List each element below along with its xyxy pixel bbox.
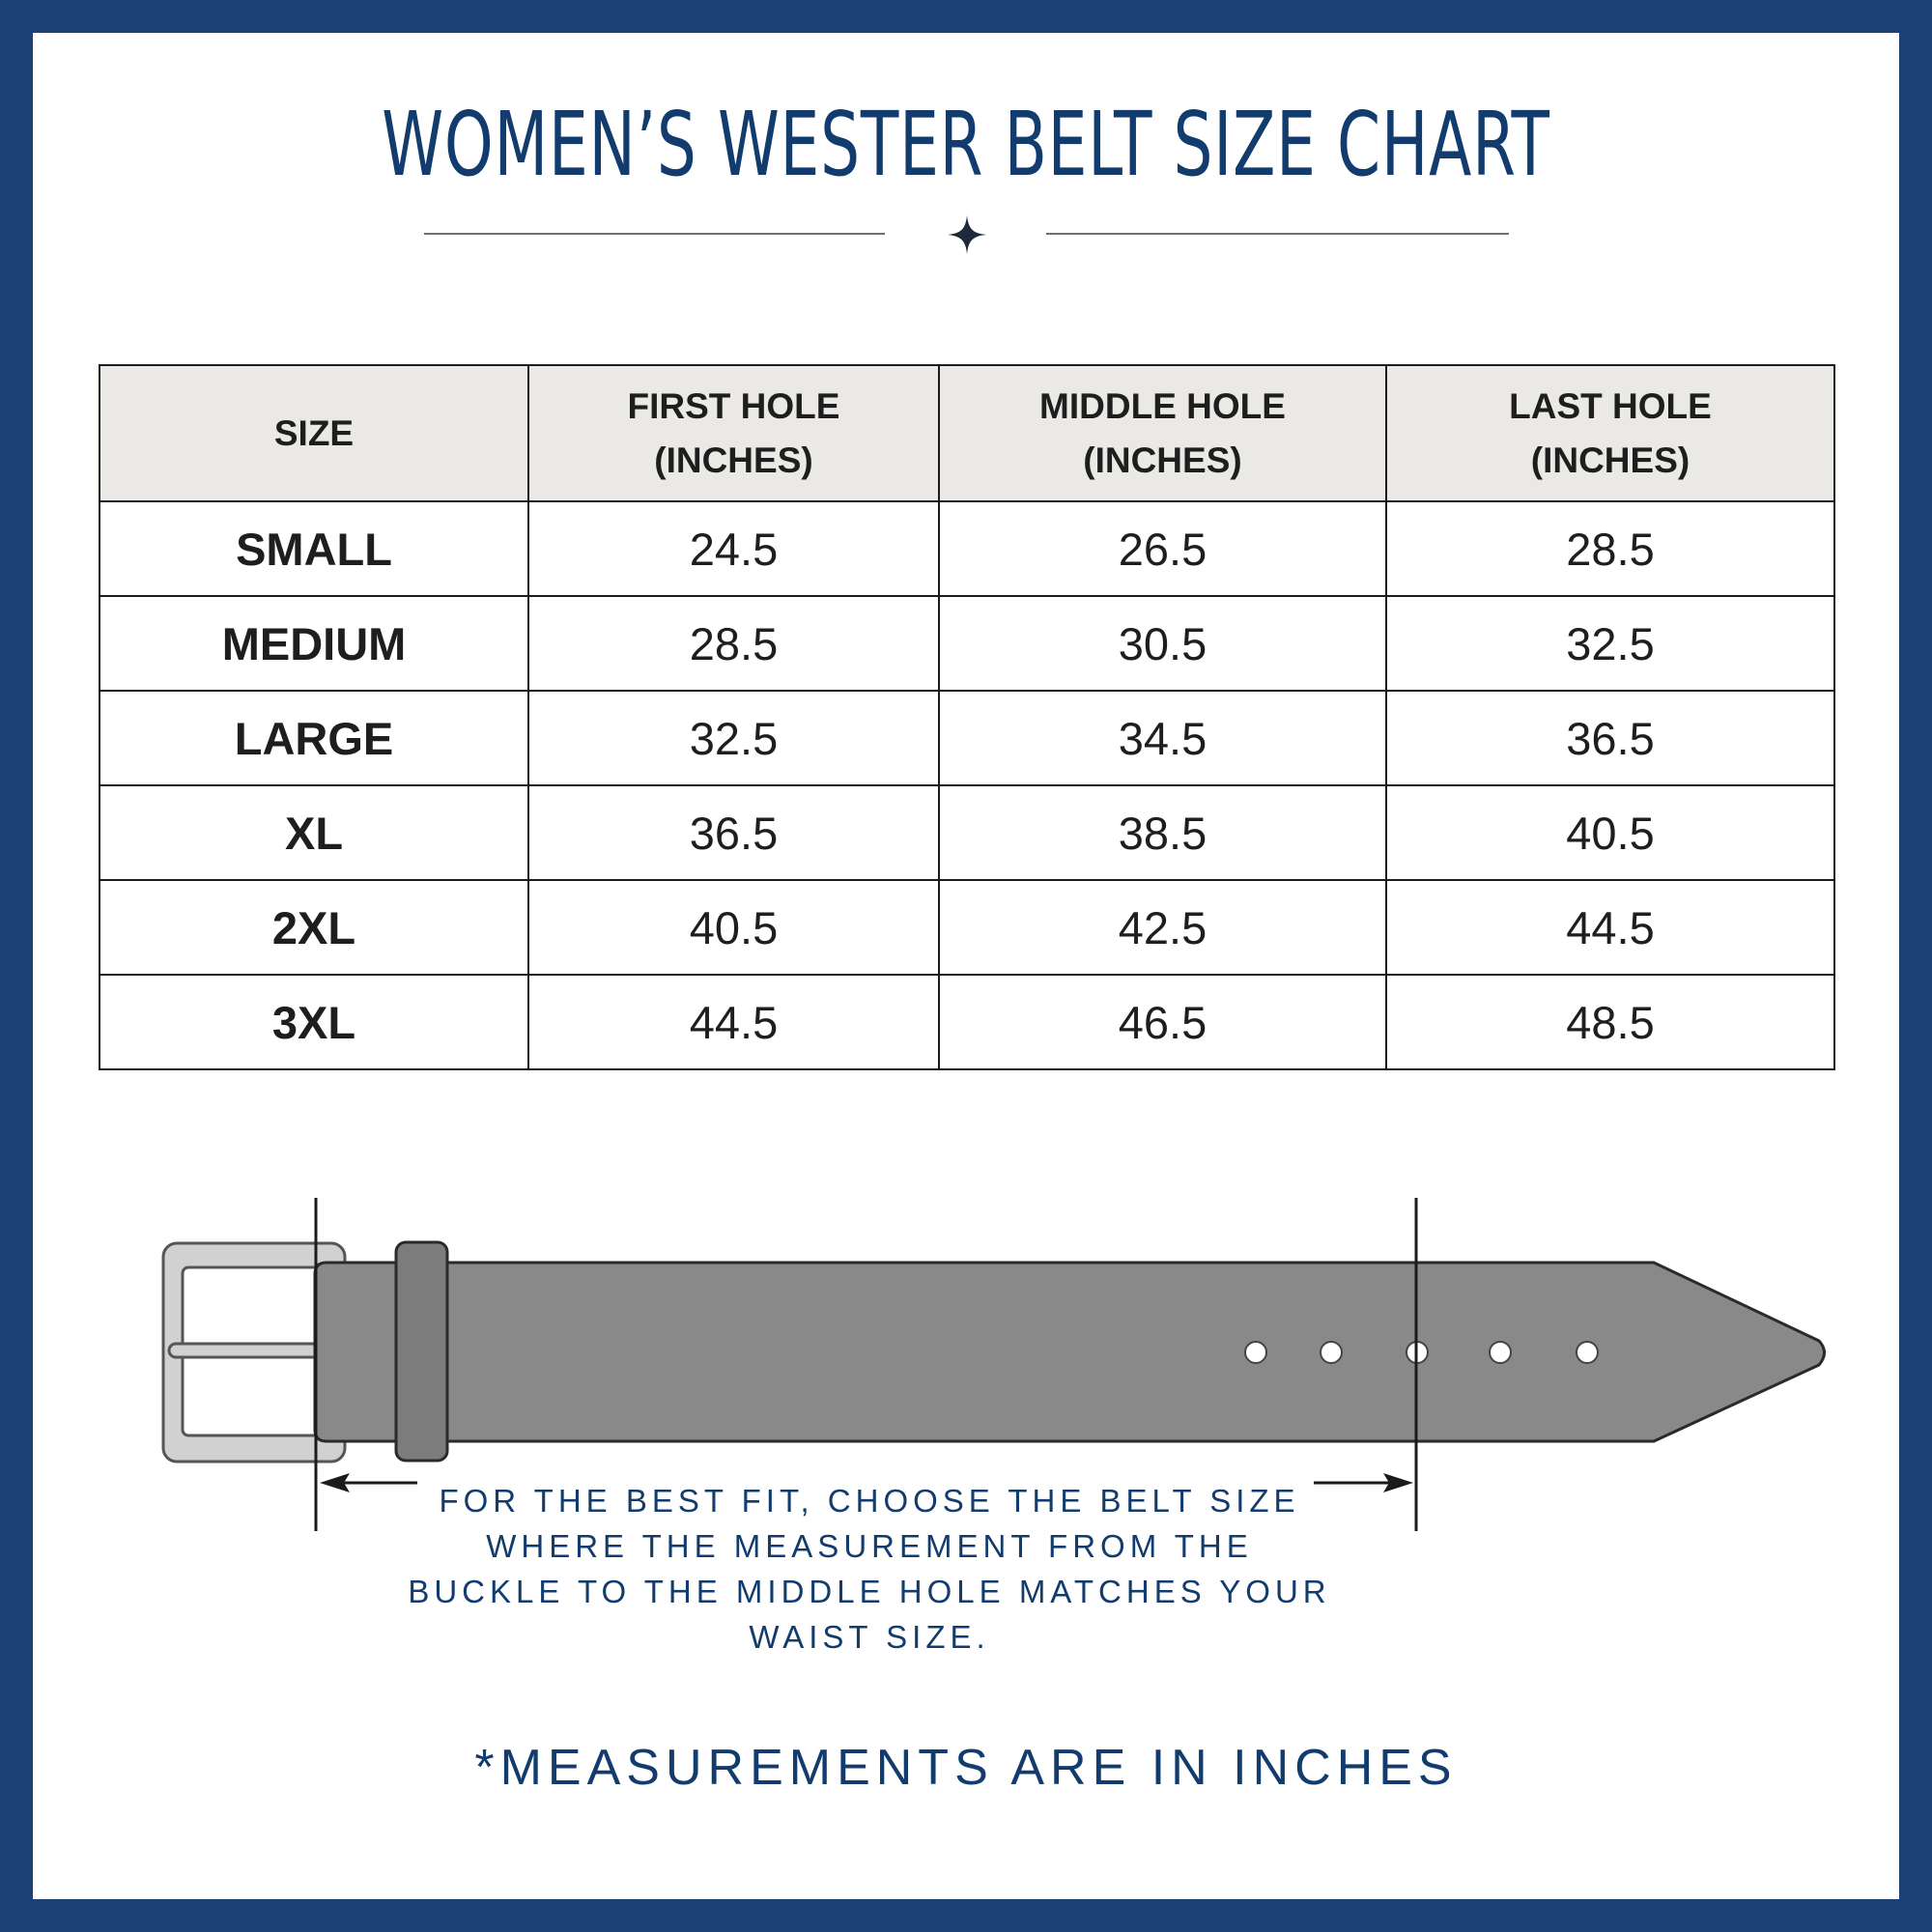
- last-hole-cell: 48.5: [1385, 974, 1835, 1070]
- table-row: XL 36.5 38.5 40.5: [99, 784, 1835, 881]
- size-cell: MEDIUM: [99, 595, 529, 692]
- measurement-footnote: *MEASUREMENTS ARE IN INCHES: [474, 1740, 1458, 1796]
- table-row: 3XL 44.5 46.5 48.5: [99, 974, 1835, 1070]
- table-row: 2XL 40.5 42.5 44.5: [99, 879, 1835, 976]
- middle-hole-cell: 38.5: [938, 784, 1387, 881]
- header-first-hole: FIRST HOLE (INCHES): [527, 364, 940, 502]
- last-hole-cell: 44.5: [1385, 879, 1835, 976]
- first-hole-cell: 28.5: [527, 595, 940, 692]
- arrow-right-icon: [1314, 1473, 1413, 1492]
- middle-hole-cell: 46.5: [938, 974, 1387, 1070]
- title-divider-left: [424, 233, 885, 235]
- header-middle-hole: MIDDLE HOLE (INCHES): [938, 364, 1387, 502]
- belt-keeper: [394, 1240, 449, 1463]
- first-hole-cell: 40.5: [527, 879, 940, 976]
- middle-hole-cell: 42.5: [938, 879, 1387, 976]
- buckle: [161, 1241, 347, 1463]
- last-hole-cell: 36.5: [1385, 690, 1835, 786]
- header-size: SIZE: [99, 364, 529, 502]
- size-table: SIZE FIRST HOLE (INCHES) MIDDLE HOLE (INCH…: [99, 364, 1835, 1070]
- size-cell: XL: [99, 784, 529, 881]
- last-hole-cell: 28.5: [1385, 500, 1835, 597]
- first-hole-cell: 36.5: [527, 784, 940, 881]
- header-last-hole: LAST HOLE (INCHES): [1385, 364, 1835, 502]
- belt-holes: [1244, 1341, 1599, 1364]
- first-hole-cell: 44.5: [527, 974, 940, 1070]
- title-divider-right: [1046, 233, 1509, 235]
- size-cell: 2XL: [99, 879, 529, 976]
- middle-hole-cell: 26.5: [938, 500, 1387, 597]
- table-row: LARGE 32.5 34.5 36.5: [99, 690, 1835, 786]
- last-hole-cell: 32.5: [1385, 595, 1835, 692]
- last-hole-cell: 40.5: [1385, 784, 1835, 881]
- table-header-row: SIZE FIRST HOLE (INCHES) MIDDLE HOLE (INCH…: [99, 364, 1835, 502]
- fit-instructions: FOR THE BEST FIT, CHOOSE THE BELT SIZE W…: [408, 1483, 1331, 1655]
- arrow-left-icon: [320, 1473, 417, 1492]
- first-hole-cell: 24.5: [527, 500, 940, 597]
- size-cell: 3XL: [99, 974, 529, 1070]
- first-hole-cell: 32.5: [527, 690, 940, 786]
- middle-hole-cell: 30.5: [938, 595, 1387, 692]
- page-title: WOMEN’S WESTER BELT SIZE CHART: [382, 93, 1550, 196]
- sparkle-star-icon: [948, 215, 986, 254]
- size-cell: LARGE: [99, 690, 529, 786]
- middle-hole-cell: 34.5: [938, 690, 1387, 786]
- table-row: SMALL 24.5 26.5 28.5: [99, 500, 1835, 597]
- size-cell: SMALL: [99, 500, 529, 597]
- table-row: MEDIUM 28.5 30.5 32.5: [99, 595, 1835, 692]
